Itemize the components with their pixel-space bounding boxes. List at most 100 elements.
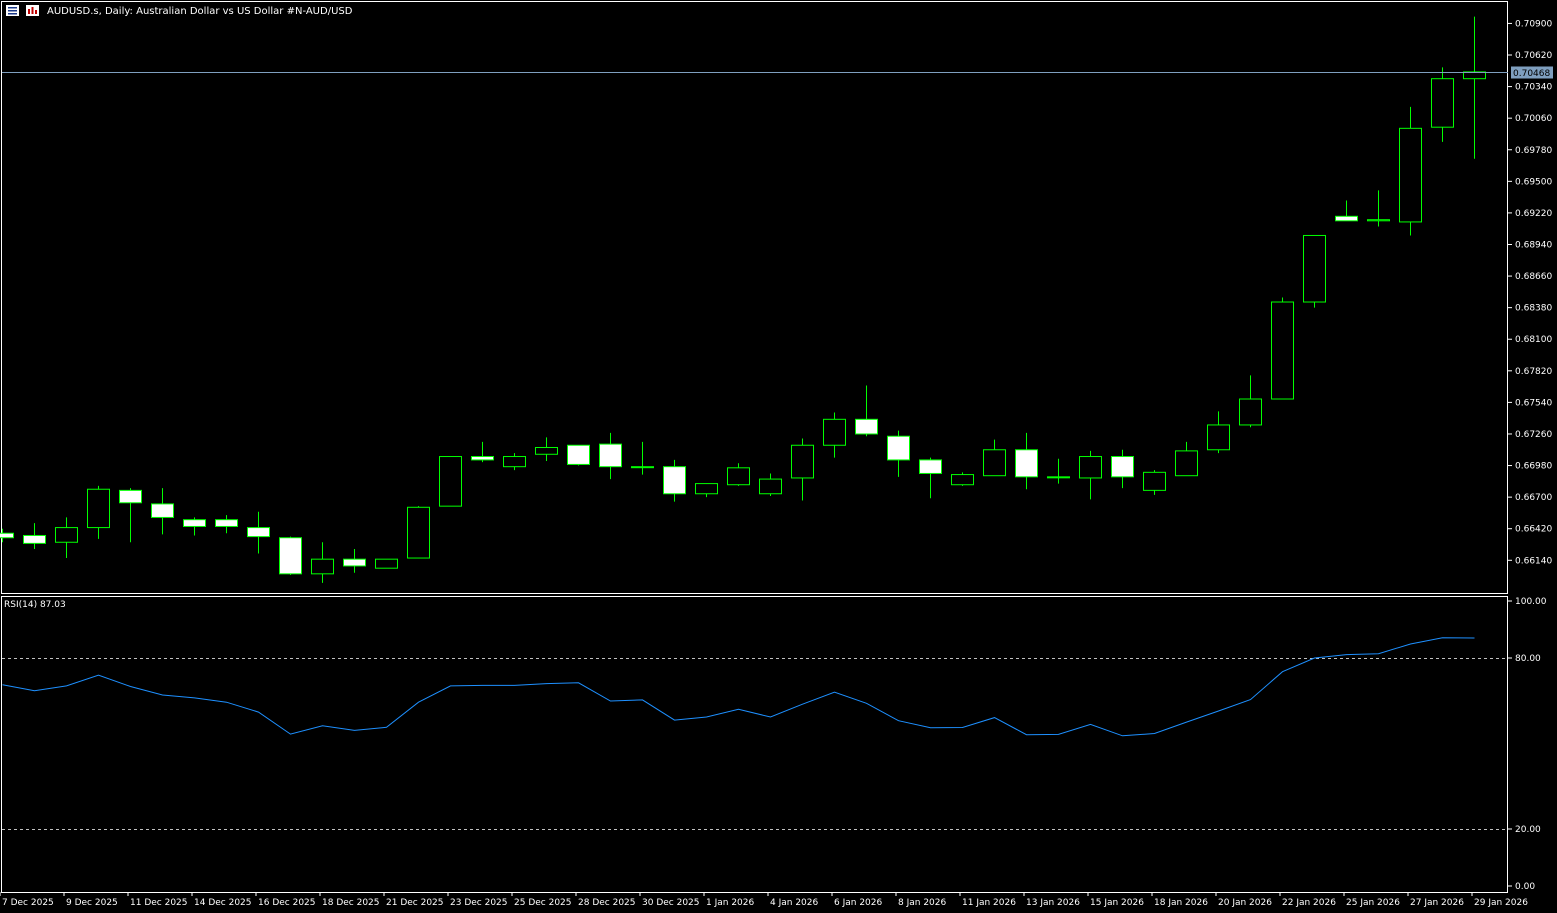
price-tick-label: 0.66140	[1515, 556, 1552, 566]
candle	[0, 528, 14, 543]
candle	[1271, 297, 1294, 400]
time-tick-label: 4 Jan 2026	[770, 898, 818, 908]
candle-body	[55, 527, 78, 543]
price-tick-label: 0.70060	[1515, 114, 1552, 124]
time-tick-label: 6 Jan 2026	[834, 898, 882, 908]
candle-body	[183, 519, 206, 527]
bid-line: 0.70468	[2, 66, 1553, 79]
candle-body	[343, 558, 366, 567]
candle	[407, 506, 430, 559]
time-tick-label: 18 Dec 2025	[322, 898, 380, 908]
candle	[55, 517, 78, 559]
candle	[471, 441, 494, 463]
candle-body	[439, 456, 462, 507]
candle-body	[1175, 450, 1198, 477]
candle-body	[151, 503, 174, 518]
candle-body	[1015, 449, 1038, 478]
candle	[759, 473, 782, 497]
time-tick-label: 25 Jan 2026	[1346, 898, 1400, 908]
candle-body	[1463, 71, 1486, 80]
candle	[1239, 375, 1262, 428]
candle-body	[983, 449, 1006, 477]
candle-body	[599, 443, 622, 468]
price-tick-label: 0.70340	[1515, 83, 1552, 93]
candle-body	[887, 435, 910, 461]
candle	[919, 457, 942, 499]
price-tick-label: 0.68380	[1515, 304, 1552, 314]
candle	[1143, 470, 1166, 495]
candle-body	[535, 447, 558, 455]
price-tick-label: 0.67820	[1515, 367, 1552, 377]
candle	[151, 488, 174, 535]
time-tick-label: 9 Dec 2025	[66, 898, 118, 908]
candle-body	[471, 456, 494, 461]
price-tick-label: 0.69780	[1515, 146, 1552, 156]
chart-type-icon[interactable]	[26, 5, 39, 16]
candle-body	[1271, 301, 1294, 400]
candle	[823, 412, 846, 458]
candle	[951, 472, 974, 486]
candle-body	[1303, 234, 1326, 303]
main-chart-frame[interactable]	[1, 1, 1508, 594]
time-tick-label: 25 Dec 2025	[514, 898, 572, 908]
candle-body	[279, 537, 302, 575]
candle	[663, 459, 686, 502]
rsi-title: RSI(14) 87.03	[4, 600, 66, 610]
candle-body	[0, 532, 14, 539]
current-price-label: 0.70468	[1513, 69, 1550, 79]
rsi-panel-frame[interactable]	[1, 596, 1508, 893]
candlestick-series	[0, 16, 1486, 583]
candle-body	[375, 558, 398, 569]
candle	[375, 558, 398, 569]
candle-body	[855, 418, 878, 435]
rsi-axis: 100.00 80.00 20.00 0.00	[1508, 597, 1547, 892]
price-tick-label: 0.66420	[1515, 525, 1552, 535]
price-tick-label: 0.70620	[1515, 51, 1552, 61]
price-tick-label: 0.68660	[1515, 272, 1552, 282]
candle	[791, 438, 814, 501]
rsi-series	[2, 637, 1475, 737]
rsi-tick-label: 80.00	[1515, 654, 1541, 664]
time-tick-label: 29 Jan 2026	[1474, 898, 1528, 908]
price-tick-label: 0.70900	[1515, 19, 1552, 29]
candle	[983, 439, 1006, 477]
candle	[23, 523, 46, 550]
time-tick-label: 1 Jan 2026	[706, 898, 754, 908]
candle	[1367, 190, 1390, 227]
candle	[439, 456, 462, 507]
candle-body	[567, 444, 590, 465]
candle	[247, 511, 270, 554]
price-axis: 0.70900 0.70620 0.70340 0.70060 0.69780 0.695…	[1508, 19, 1552, 566]
candle	[1111, 449, 1134, 489]
candle-body	[1399, 127, 1422, 223]
candle-body	[1111, 456, 1134, 478]
candle-body	[311, 558, 334, 575]
candle	[1399, 106, 1422, 236]
candle-body	[823, 418, 846, 446]
candle-body	[1335, 215, 1358, 222]
price-tick-label: 0.68100	[1515, 335, 1552, 345]
time-tick-label: 16 Dec 2025	[258, 898, 316, 908]
time-tick-label: 23 Dec 2025	[450, 898, 508, 908]
menu-icon[interactable]	[6, 5, 19, 16]
time-tick-label: 7 Dec 2025	[2, 898, 54, 908]
candle-body	[631, 466, 654, 469]
price-tick-label: 0.66980	[1515, 462, 1552, 472]
candle-body	[663, 466, 686, 495]
rsi-tick-label: 0.00	[1515, 882, 1535, 892]
rsi-levels	[2, 658, 1508, 830]
candle	[279, 536, 302, 575]
candle	[599, 432, 622, 480]
candle	[727, 463, 750, 486]
candle	[1463, 16, 1486, 159]
candle	[1047, 458, 1070, 484]
price-tick-label: 0.66700	[1515, 493, 1552, 503]
candle-body	[87, 488, 110, 529]
candle	[503, 453, 526, 471]
time-tick-label: 11 Jan 2026	[962, 898, 1016, 908]
candle-body	[727, 467, 750, 486]
candle	[631, 441, 654, 475]
candle	[119, 488, 142, 543]
price-tick-label: 0.69500	[1515, 177, 1552, 187]
candle-body	[503, 456, 526, 468]
